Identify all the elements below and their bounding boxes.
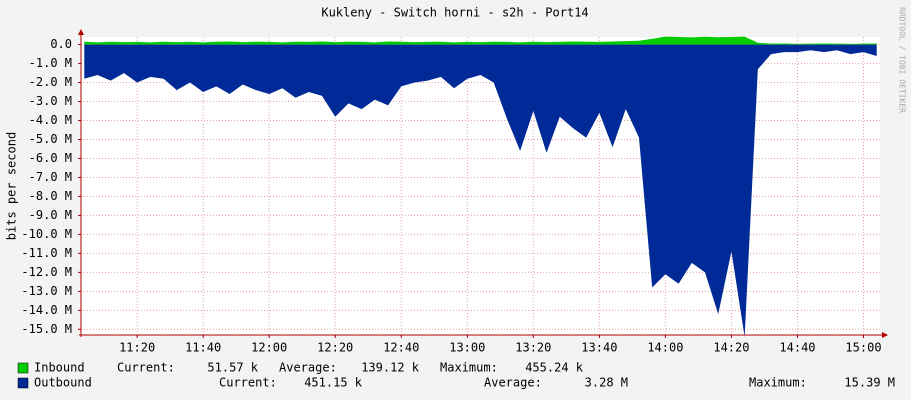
- stat-label: Current:: [117, 361, 175, 375]
- stat-value: 51.57 k: [207, 361, 258, 375]
- y-tick-label: -13.0 M: [21, 284, 72, 298]
- x-tick-label: 12:40: [383, 341, 419, 355]
- y-axis-label: bits per second: [5, 132, 19, 240]
- stat-label: Maximum:: [440, 361, 498, 375]
- y-tick-label: -7.0 M: [29, 170, 72, 184]
- y-tick-label: -1.0 M: [29, 56, 72, 70]
- y-tick-label: -3.0 M: [29, 94, 72, 108]
- x-tick-label: 12:00: [251, 341, 287, 355]
- x-tick-label: 14:00: [647, 341, 683, 355]
- y-tick-label: -9.0 M: [29, 208, 72, 222]
- y-tick-label: -6.0 M: [29, 151, 72, 165]
- stat-value: 15.39 M: [844, 376, 895, 390]
- y-tick-label: -14.0 M: [21, 303, 72, 317]
- y-tick-label: -8.0 M: [29, 189, 72, 203]
- y-tick-label: -12.0 M: [21, 265, 72, 279]
- x-tick-label: 14:20: [713, 341, 749, 355]
- x-tick-label: 12:20: [317, 341, 353, 355]
- stat-value: 3.28 M: [585, 376, 628, 390]
- chart-title: Kukleny - Switch horni - s2h - Port14: [321, 6, 588, 20]
- legend-swatch: [17, 377, 29, 389]
- x-tick-label: 11:20: [119, 341, 155, 355]
- stat-value: 451.15 k: [304, 376, 363, 390]
- y-tick-label: -11.0 M: [21, 246, 72, 260]
- axis-arrow: [78, 29, 84, 35]
- x-tick-label: 13:40: [581, 341, 617, 355]
- x-tick-label: 13:20: [515, 341, 551, 355]
- y-tick-label: -2.0 M: [29, 75, 72, 89]
- watermark: RRDTOOL / TOBI OETIKER: [898, 7, 907, 113]
- x-tick-label: 15:00: [845, 341, 881, 355]
- legend-label: Outbound: [34, 376, 92, 390]
- stat-value: 455.24 k: [525, 361, 584, 375]
- x-tick-label: 14:40: [779, 341, 815, 355]
- x-tick-label: 13:00: [449, 341, 485, 355]
- y-tick-label: -15.0 M: [21, 322, 72, 336]
- y-tick-label: -5.0 M: [29, 132, 72, 146]
- stat-value: 139.12 k: [361, 361, 420, 375]
- y-tick-label: -4.0 M: [29, 113, 72, 127]
- stat-label: Average:: [279, 361, 337, 375]
- stat-label: Maximum:: [749, 376, 807, 390]
- stat-label: Average:: [484, 376, 542, 390]
- legend-label: Inbound: [34, 361, 85, 375]
- axis-arrow: [882, 332, 888, 338]
- series-area: [84, 36, 877, 45]
- stat-label: Current:: [219, 376, 277, 390]
- x-tick-label: 11:40: [185, 341, 221, 355]
- series-area: [84, 44, 877, 337]
- legend-swatch: [17, 362, 29, 374]
- y-tick-label: 0.0: [50, 37, 72, 51]
- y-tick-label: -10.0 M: [21, 227, 72, 241]
